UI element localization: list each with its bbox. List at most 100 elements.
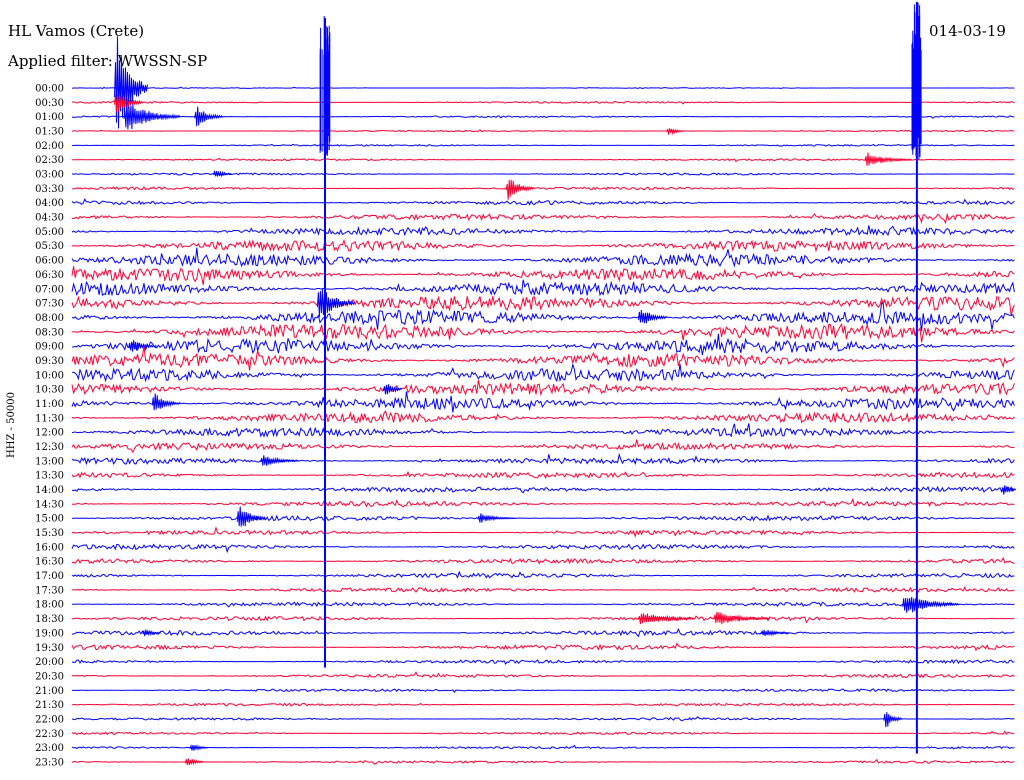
time-label: 03:30 — [35, 184, 64, 195]
event-burst — [637, 613, 695, 625]
trace-row — [71, 301, 1015, 332]
trace-row — [71, 198, 1015, 206]
trace-row — [71, 279, 1015, 297]
time-label: 10:00 — [35, 370, 64, 381]
event-burst — [213, 170, 232, 178]
trace-row — [71, 346, 1015, 371]
time-label: 03:00 — [35, 170, 64, 181]
time-label: 08:00 — [35, 313, 64, 324]
trace-row — [71, 514, 1015, 522]
time-label: 04:30 — [35, 213, 64, 224]
time-label: 12:30 — [35, 442, 64, 453]
trace-row — [71, 744, 1015, 750]
time-label: 06:30 — [35, 270, 64, 281]
time-label: 07:30 — [35, 299, 64, 310]
trace-row — [71, 266, 1015, 285]
trace-row — [71, 570, 1015, 579]
event-burst — [316, 289, 355, 318]
trace-row — [71, 658, 1015, 665]
time-label: 14:00 — [35, 485, 64, 496]
trace-row — [71, 423, 1015, 438]
date-label: 014-03-19 — [929, 22, 1006, 40]
time-label: 11:30 — [35, 413, 64, 424]
time-label: 17:30 — [35, 585, 64, 596]
trace-row — [71, 716, 1015, 722]
trace-row — [71, 601, 1015, 608]
event-burst — [114, 94, 143, 113]
trace-row — [71, 452, 1015, 466]
spike-core — [319, 16, 331, 160]
trace-row — [71, 391, 1015, 413]
time-label: 04:00 — [35, 198, 64, 209]
time-label: 18:30 — [35, 614, 64, 625]
time-label: 08:30 — [35, 327, 64, 338]
event-burst — [194, 106, 224, 127]
trace-row — [71, 615, 1015, 624]
trace-row — [71, 556, 1015, 565]
event-burst — [236, 506, 266, 527]
time-label: 11:00 — [35, 399, 64, 410]
trace-row — [71, 627, 1015, 638]
time-label: 00:00 — [35, 84, 64, 95]
event-burst — [114, 36, 148, 129]
time-label: 19:00 — [35, 628, 64, 639]
spike-core — [911, 2, 922, 160]
trace-row — [71, 100, 1015, 105]
trace-row — [71, 586, 1015, 593]
event-burst — [189, 743, 209, 751]
time-label: 17:00 — [35, 571, 64, 582]
trace-row — [71, 380, 1015, 397]
time-label: 00:30 — [35, 98, 64, 109]
trace-row — [71, 323, 1015, 343]
event-burst — [128, 340, 157, 352]
time-label: 01:00 — [35, 112, 64, 123]
time-label: 02:30 — [35, 155, 64, 166]
trace-row — [71, 362, 1015, 383]
trace-row — [71, 642, 1015, 652]
trace-row — [71, 470, 1015, 479]
time-label: 22:30 — [35, 729, 64, 740]
time-label: 13:30 — [35, 471, 64, 482]
time-label: 23:00 — [35, 743, 64, 754]
event-burst — [142, 629, 162, 637]
event-burst — [713, 611, 771, 625]
time-label: 01:30 — [35, 127, 64, 138]
trace-row — [71, 143, 1015, 147]
trace-row — [71, 157, 1015, 163]
event-burst — [184, 758, 204, 766]
time-label: 13:00 — [35, 456, 64, 467]
time-label: 16:30 — [35, 557, 64, 568]
trace-row — [71, 86, 1015, 90]
event-burst — [383, 384, 402, 395]
trace-row — [71, 730, 1015, 736]
filter-label: Applied filter: WWSSN-SP — [7, 52, 207, 70]
trace-row — [71, 688, 1015, 694]
time-label: 21:00 — [35, 686, 64, 697]
time-label: 10:30 — [35, 385, 64, 396]
trace-row — [71, 702, 1015, 707]
trace-row — [71, 247, 1015, 268]
event-burst — [666, 128, 685, 136]
event-burst — [260, 455, 299, 466]
event-burst — [505, 179, 535, 200]
time-label: 15:30 — [35, 528, 64, 539]
time-label: 02:00 — [35, 141, 64, 152]
time-label: 09:00 — [35, 342, 64, 353]
event-burst — [1001, 485, 1017, 495]
trace-row — [71, 485, 1015, 494]
trace-row — [71, 115, 1015, 119]
event-burst — [902, 597, 960, 613]
time-label: 09:30 — [35, 356, 64, 367]
time-label: 14:30 — [35, 499, 64, 510]
event-burst — [883, 712, 903, 728]
time-label: 07:00 — [35, 284, 64, 295]
station-title: HL Vamos (Crete) — [8, 22, 144, 40]
time-label: 23:30 — [35, 758, 64, 769]
trace-row — [71, 526, 1015, 538]
trace-row — [71, 212, 1015, 225]
event-burst — [864, 152, 913, 166]
time-label: 05:00 — [35, 227, 64, 238]
earthquake-spikes — [319, 2, 922, 754]
time-label: 05:30 — [35, 241, 64, 252]
